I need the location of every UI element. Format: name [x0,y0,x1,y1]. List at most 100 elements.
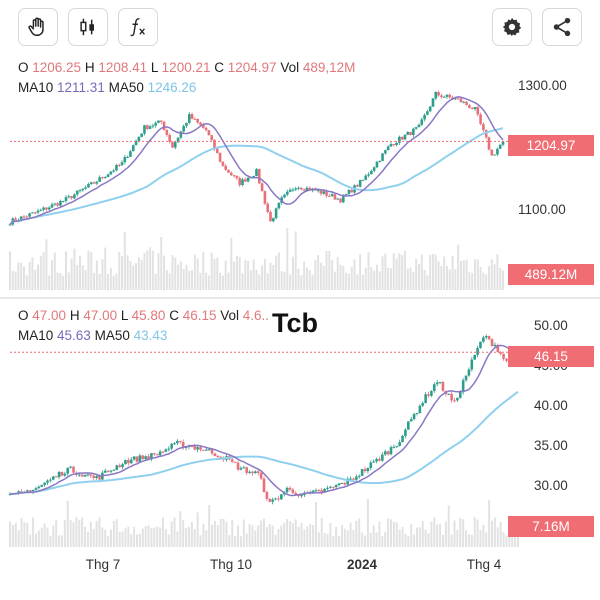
top-candle-body [445,94,449,97]
bottom-candle-body [271,499,274,502]
bottom-volume-bar [332,536,335,547]
top-volume-bar [328,250,331,290]
top-candle-body [235,175,239,179]
top-volume-bar [378,271,381,290]
top-candle-body [370,170,373,175]
top-candle-body [140,133,143,137]
top-volume-bar [392,253,395,290]
top-candle-body [123,156,127,163]
bottom-volume-bar [274,534,277,547]
bottom-candle-body [467,369,471,376]
candlestick-chart-button[interactable] [68,8,108,46]
top-candle-body [210,135,213,140]
top-volume-bar [179,261,182,290]
top-volume-bar [221,275,224,290]
top-candle-body [403,134,407,140]
bottom-candle-body [173,443,176,445]
bottom-candle-body [196,447,199,450]
bottom-candle-body [202,449,205,451]
top-volume-bar [342,265,345,290]
bottom-candle-body [199,447,202,450]
bottom-volume-bar [89,522,92,547]
top-volume-bar [14,271,17,290]
bottom-candle-body [357,475,361,477]
top-volume-bar [409,267,412,290]
top-candle-body [330,194,334,197]
bottom-volume-bar [112,520,115,547]
bottom-candle-body [415,413,419,415]
bottom-candle-body [236,462,240,470]
top-candle-body [182,125,185,132]
bottom-candle-body [268,498,272,502]
bottom-candle-body [164,449,168,452]
top-candle-body [409,131,412,135]
top-candle-body [325,191,328,196]
bottom-candle-body [493,344,497,347]
top-last-volume-tag: 489.12M [508,264,594,285]
top-candle-body [145,125,149,129]
bottom-candle-body [20,491,23,493]
top-volume-bar [79,255,82,290]
settings-button[interactable] [492,8,532,46]
top-candle-body [50,204,54,208]
top-volume-bar [118,251,121,290]
bottom-candle-body [72,466,75,473]
bottom-candle-body [147,456,150,460]
hand-icon [28,17,44,36]
bottom-candle-body [496,344,500,353]
indicator-button[interactable] [118,8,158,46]
bottom-volume-bar [340,524,343,547]
bottom-candle-body [326,487,329,490]
top-volume-bar [219,272,222,290]
hand-tool-button[interactable] [18,8,58,46]
top-volume-bar [493,264,496,290]
top-candle-body [291,189,295,191]
bottom-candle-body [66,467,70,474]
bottom-candle-body [150,453,153,460]
bottom-volume-bar [228,535,231,547]
top-candle-body [103,177,107,179]
top-volume-bar [373,270,376,290]
top-volume-bar [188,271,191,290]
top-candle-body [381,153,384,161]
bottom-volume-bar [283,522,286,547]
top-volume-bar [123,232,126,290]
bottom-volume-bar [150,528,153,547]
top-volume-bar [56,272,59,290]
bottom-volume-bar [231,520,234,547]
bottom-volume-bar [63,520,66,547]
top-volume-bar [448,269,451,290]
top-candle-body [204,127,208,131]
bottom-candle-body [115,465,119,470]
top-volume-bar [146,250,149,290]
bottom-volume-bar [444,521,447,547]
top-candle-body [322,191,326,194]
bottom-volume-bar [514,535,517,547]
top-candle-body [162,121,166,130]
bottom-candle-body [360,469,364,476]
bottom-ma10-line [9,344,519,497]
bottom-candle-body [49,479,52,481]
bottom-volume-bar [257,525,260,547]
bottom-volume-bar [418,527,421,547]
top-volume-bar [294,231,297,290]
share-button[interactable] [542,8,582,46]
top-candle-body [45,207,48,210]
top-volume-bar [339,264,342,290]
bottom-volume-bar [43,523,46,547]
bottom-candle-body [453,400,456,402]
top-volume-bar [177,264,180,290]
bottom-volume-bar [320,517,323,547]
bottom-volume-bar [421,521,424,547]
bottom-y-tick-35: 35.00 [534,438,568,453]
top-volume-bar [311,274,314,290]
bottom-open: 47.00 [32,308,67,323]
bottom-volume-bar [467,534,470,547]
top-candle-body [185,122,188,126]
top-last-price-tag: 1204.97 [508,135,594,156]
top-candle-body [462,101,466,103]
bottom-candle-body [219,456,223,458]
bottom-volume-bar [378,521,381,547]
bottom-volume-bar [202,523,205,547]
